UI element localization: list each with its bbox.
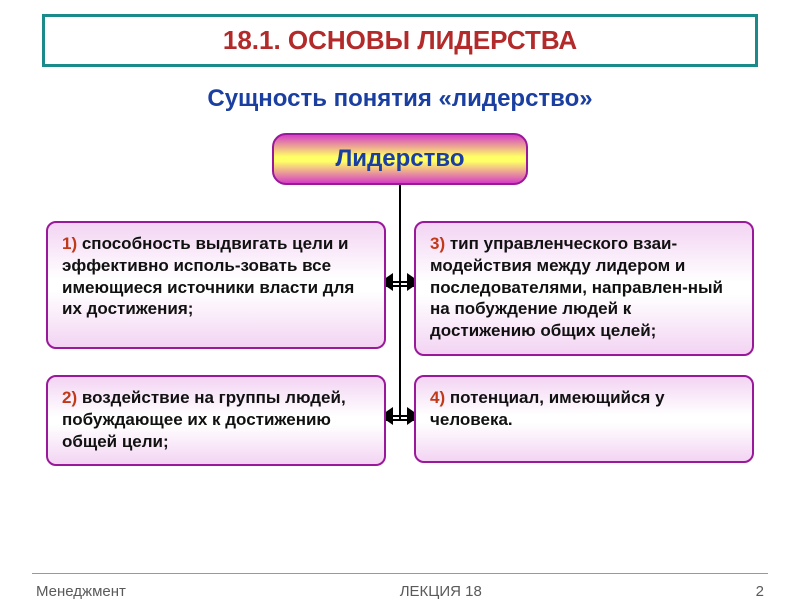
definition-num-4: 4): [430, 388, 445, 407]
definition-num-2: 2): [62, 388, 77, 407]
definition-box-2: 2) воздействие на группы людей, побуждаю…: [46, 375, 386, 466]
definition-text-2: воздействие на группы людей, побуждающее…: [62, 388, 346, 451]
footer-left: Менеджмент: [36, 583, 126, 600]
connector-stem: [399, 185, 401, 419]
definition-num-3: 3): [430, 234, 445, 253]
definition-num-1: 1): [62, 234, 77, 253]
slide-footer: Менеджмент ЛЕКЦИЯ 18 2: [0, 583, 800, 600]
definition-box-1: 1) способность выдвигать цели и эффектив…: [46, 221, 386, 349]
definition-box-4: 4) потенциал, имеющийся у человека.: [414, 375, 754, 463]
footer-center: ЛЕКЦИЯ 18: [400, 583, 482, 600]
definition-text-1: способность выдвигать цели и эффективно …: [62, 234, 354, 318]
subtitle: Сущность понятия «лидерство»: [0, 85, 800, 113]
footer-page: 2: [756, 583, 764, 600]
section-title-box: 18.1. ОСНОВЫ ЛИДЕРСТВА: [42, 14, 758, 67]
definition-text-3: тип управленческого взаи-модействия межд…: [430, 234, 723, 340]
footer-divider: [32, 573, 768, 574]
hub-node: Лидерство: [272, 133, 528, 185]
definition-text-4: потенциал, имеющийся у человека.: [430, 388, 665, 429]
concept-diagram: Лидерство 1) способность выдвигать цели …: [0, 113, 800, 523]
definition-box-3: 3) тип управленческого взаи-модействия м…: [414, 221, 754, 356]
